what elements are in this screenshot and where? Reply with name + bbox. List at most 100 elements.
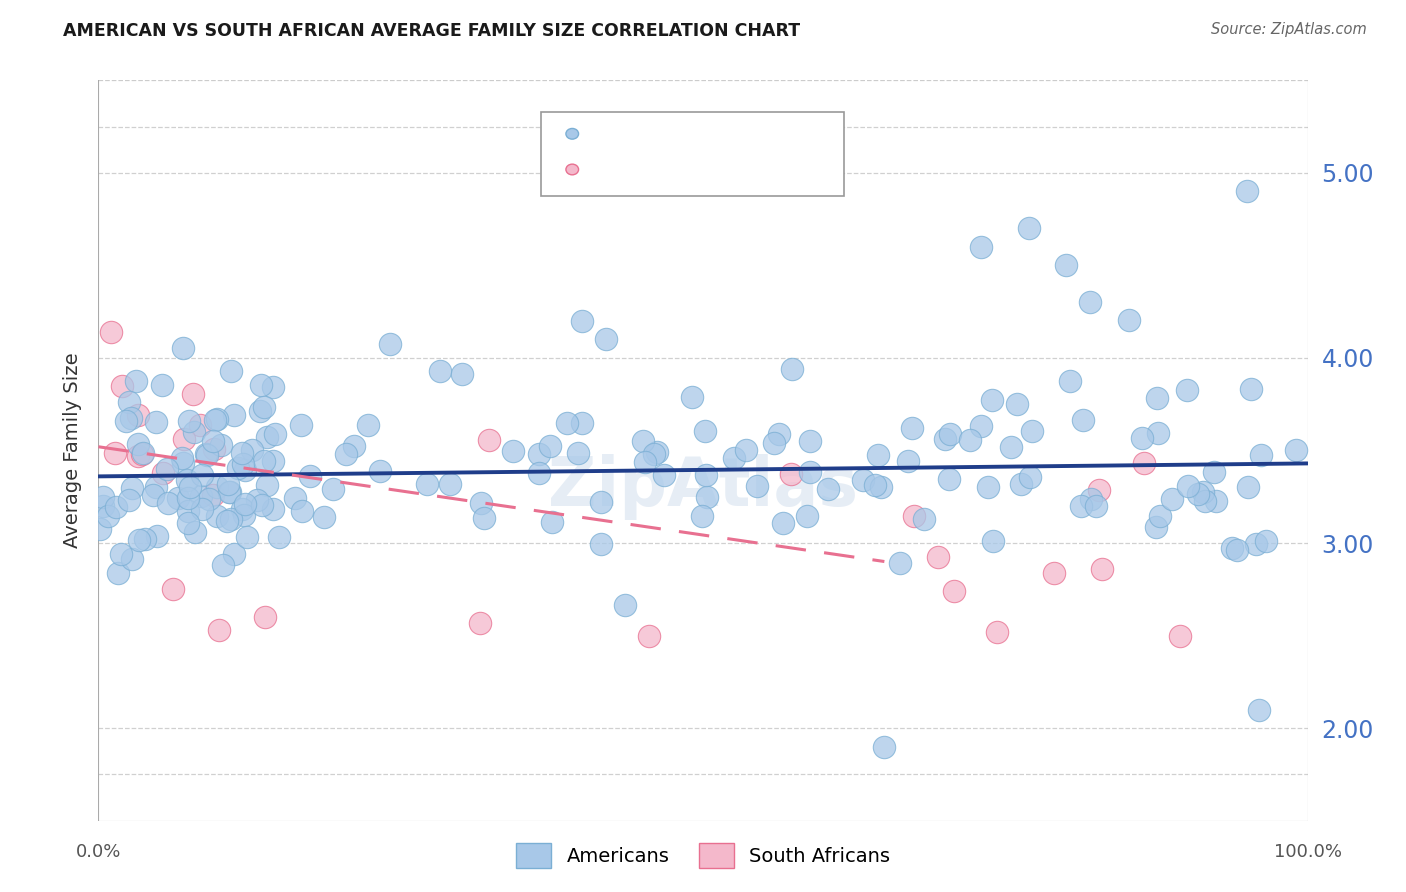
Point <box>100 326 122 340</box>
Point <box>134 532 156 546</box>
Point <box>202 442 225 456</box>
Point <box>614 598 637 612</box>
Point <box>470 615 492 630</box>
Point <box>190 489 212 503</box>
Point <box>368 464 391 478</box>
Point <box>224 547 246 561</box>
Point <box>595 333 617 347</box>
Point <box>970 418 993 433</box>
Point <box>188 417 211 432</box>
Point <box>177 516 200 530</box>
Point <box>240 443 263 458</box>
Point <box>162 582 184 597</box>
Point <box>205 508 228 523</box>
Point <box>927 549 949 564</box>
Text: R =: R = <box>595 161 634 178</box>
Point <box>695 467 717 482</box>
Point <box>939 426 962 441</box>
Point <box>1205 494 1227 508</box>
Point <box>873 739 896 754</box>
Point <box>852 473 875 487</box>
Point <box>290 417 312 432</box>
Point <box>322 482 344 496</box>
Point <box>107 566 129 581</box>
Text: 0.0%: 0.0% <box>76 843 121 861</box>
Point <box>217 477 239 491</box>
Text: 0.046: 0.046 <box>634 125 690 143</box>
Point <box>1160 491 1182 506</box>
Point <box>796 509 818 524</box>
Point <box>179 480 201 494</box>
Point <box>1149 508 1171 523</box>
Point <box>934 432 956 446</box>
Point <box>529 447 551 461</box>
Point <box>1118 313 1140 327</box>
Point <box>378 337 401 351</box>
Point <box>177 491 200 506</box>
Point <box>1080 491 1102 506</box>
Point <box>127 449 149 463</box>
Point <box>591 537 613 551</box>
Point <box>1078 295 1101 310</box>
Point <box>205 480 228 494</box>
Point <box>254 610 277 624</box>
Point <box>865 477 887 491</box>
Point <box>768 426 790 441</box>
Point <box>131 448 153 462</box>
Point <box>983 533 1005 548</box>
Text: 177: 177 <box>742 125 780 143</box>
Point <box>236 530 259 544</box>
Point <box>235 497 257 511</box>
Point <box>638 628 661 642</box>
Point <box>1087 483 1109 497</box>
Point <box>1226 542 1249 557</box>
Point <box>723 450 745 465</box>
Point <box>1021 424 1043 438</box>
Point <box>190 468 212 483</box>
Point <box>208 624 231 638</box>
Point <box>262 454 284 468</box>
Point <box>191 501 214 516</box>
Point <box>1147 426 1170 441</box>
Point <box>1177 479 1199 493</box>
Point <box>172 341 194 355</box>
Point <box>121 551 143 566</box>
Point <box>120 411 142 425</box>
Point <box>529 466 551 480</box>
Text: N =: N = <box>700 161 740 178</box>
Point <box>647 445 669 459</box>
Point <box>157 496 180 510</box>
Point <box>631 434 654 448</box>
Point <box>799 465 821 479</box>
Point <box>218 485 240 500</box>
Point <box>97 508 120 523</box>
Point <box>179 414 201 428</box>
Point <box>1240 382 1263 396</box>
Point <box>357 417 380 432</box>
Point <box>903 509 925 524</box>
Point <box>262 380 284 394</box>
Point <box>799 434 821 448</box>
Point <box>959 434 981 448</box>
Point <box>91 499 114 513</box>
Text: R =: R = <box>595 125 634 143</box>
Point <box>696 491 718 505</box>
Point <box>1073 413 1095 427</box>
Point <box>121 481 143 495</box>
Point <box>451 367 474 381</box>
Point <box>181 387 204 401</box>
Point <box>1256 533 1278 548</box>
Point <box>695 425 717 439</box>
Point <box>132 446 155 460</box>
Point <box>1043 566 1066 581</box>
Point <box>118 493 141 508</box>
Point <box>1220 541 1243 555</box>
Point <box>267 530 290 544</box>
Point <box>980 392 1002 407</box>
Point <box>747 479 769 493</box>
Point <box>555 417 578 431</box>
Point <box>1285 443 1308 458</box>
Point <box>202 434 225 448</box>
Point <box>118 395 141 409</box>
Point <box>172 456 194 470</box>
